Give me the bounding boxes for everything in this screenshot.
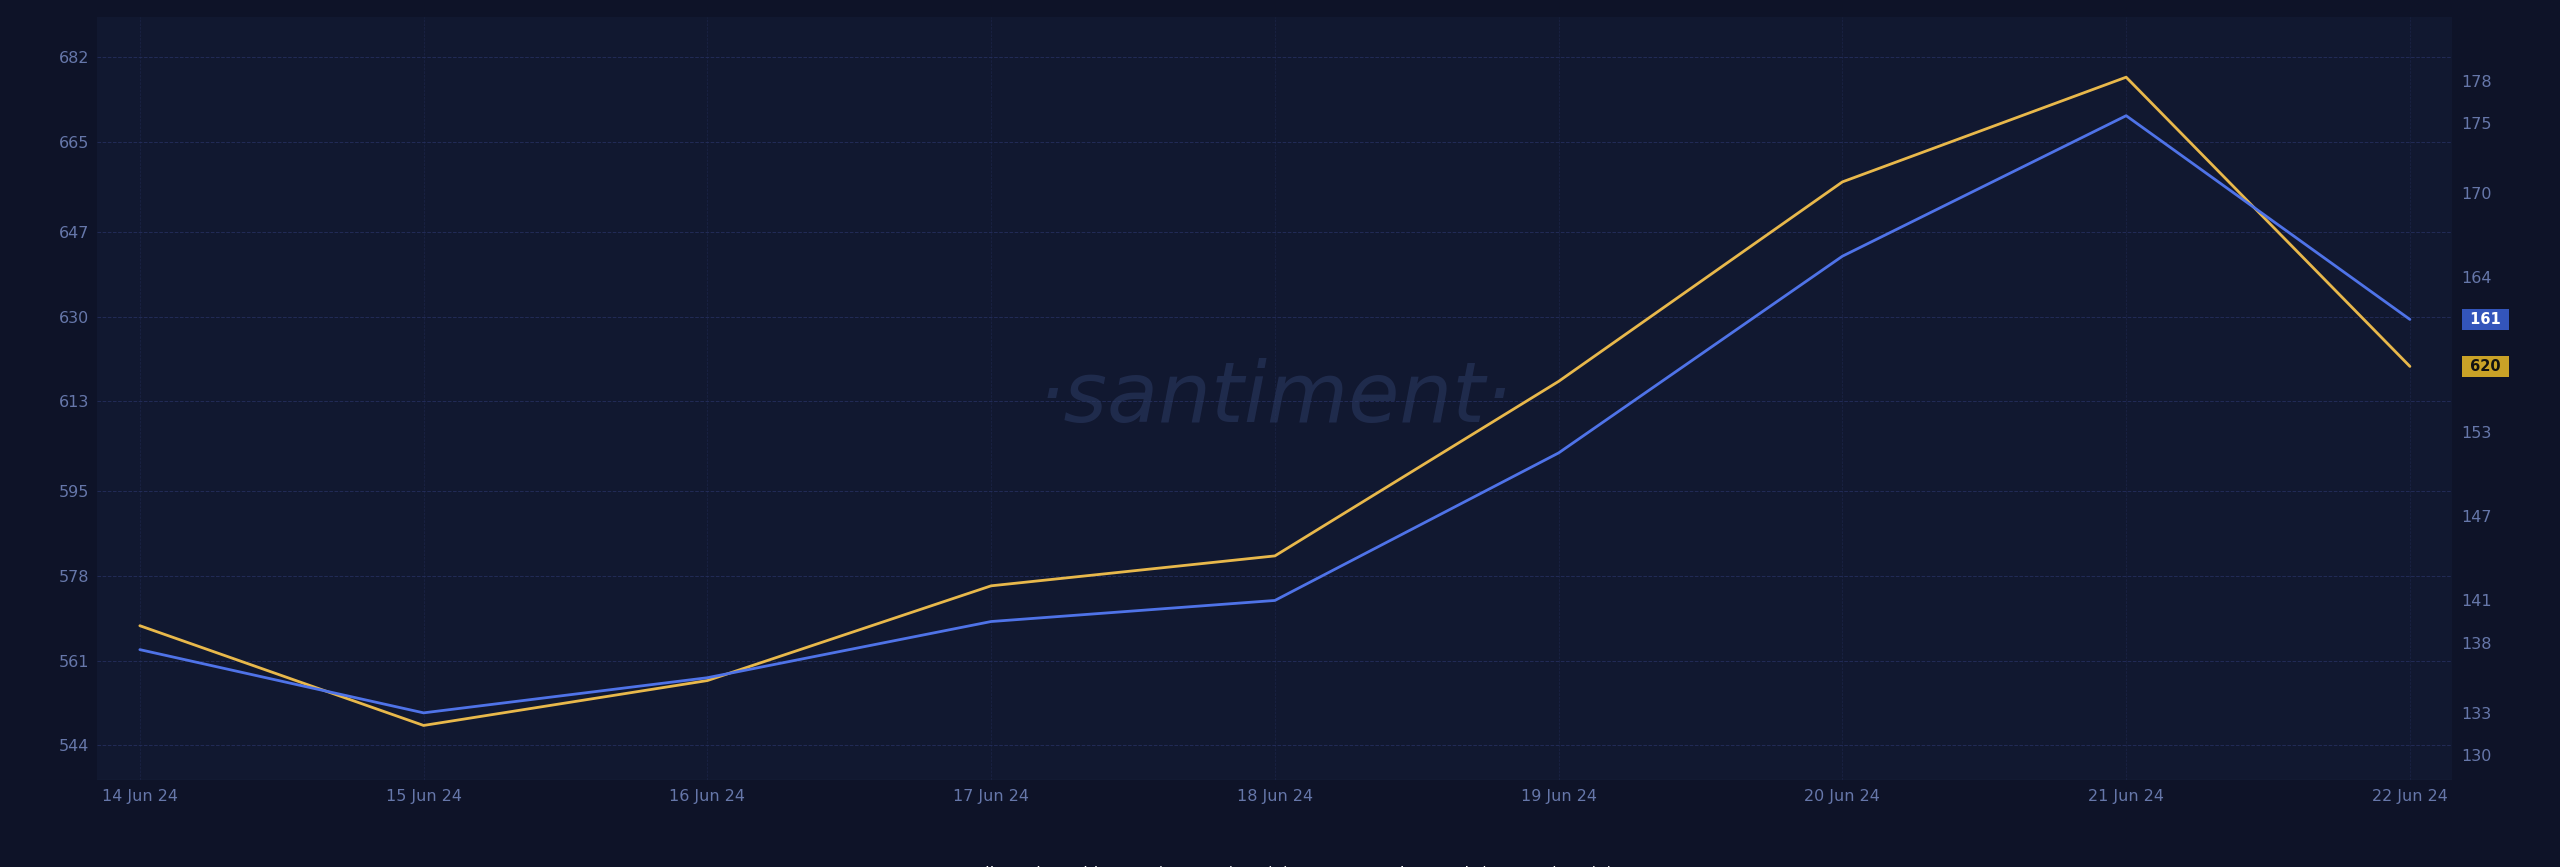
Text: ·santiment·: ·santiment· (1037, 358, 1513, 440)
Text: 161: 161 (2465, 312, 2506, 327)
Legend: Daily Active Addresses (PENDLE) MA(7), Network Growth (PENDLE) MA(7): Daily Active Addresses (PENDLE) MA(7), N… (929, 859, 1620, 867)
Text: 620: 620 (2465, 359, 2506, 374)
